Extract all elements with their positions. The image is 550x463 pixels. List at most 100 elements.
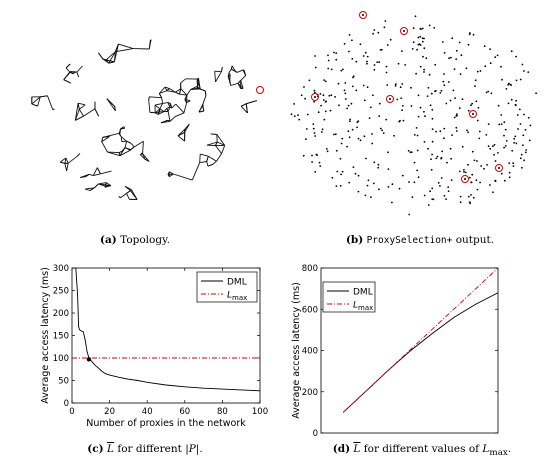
topology-edge (98, 183, 106, 187)
topology-edge (142, 153, 150, 162)
topology-edge (186, 89, 191, 96)
node-point (378, 102, 381, 105)
node-point (400, 97, 403, 99)
node-point (423, 68, 425, 71)
proxy-marker (495, 164, 503, 172)
topology-edge (121, 136, 127, 142)
topology-edge (77, 102, 86, 106)
node-point (325, 148, 328, 150)
node-point (519, 123, 522, 125)
node-point (439, 92, 442, 94)
node-point (443, 194, 446, 197)
topology-edge (31, 103, 38, 107)
topology-edge (159, 103, 164, 110)
node-point (423, 141, 426, 143)
node-point (485, 134, 488, 136)
node-point (459, 201, 462, 204)
node-point (430, 158, 432, 161)
node-point (431, 108, 434, 111)
node-point (470, 104, 472, 107)
node-point (443, 52, 446, 54)
node-point (416, 169, 418, 172)
node-point (411, 196, 414, 199)
topology-edge (148, 39, 152, 50)
node-point (445, 198, 447, 201)
node-point (428, 73, 431, 76)
node-point (431, 117, 434, 120)
node-point (385, 65, 388, 68)
topology-edge (92, 167, 98, 176)
node-point (470, 194, 472, 196)
topology-edge (65, 67, 71, 73)
x-tick-label: 100 (252, 407, 268, 417)
node-point (484, 65, 487, 68)
node-point (442, 80, 445, 83)
node-point (378, 115, 381, 117)
node-point (470, 181, 473, 184)
node-point (416, 48, 418, 51)
node-point (471, 102, 474, 105)
caption-d: (d) L for different values of Lmax. (332, 443, 512, 459)
legend-label: Lmax (227, 291, 247, 303)
node-point (507, 102, 510, 105)
topology-edge (149, 39, 152, 42)
y-tick-label: 200 (302, 388, 318, 398)
node-point (458, 41, 461, 44)
node-point (393, 134, 395, 137)
topology-network-figure (31, 39, 264, 200)
node-point (423, 47, 426, 50)
node-point (510, 50, 513, 53)
legend-box (196, 271, 258, 303)
topology-edge (31, 96, 41, 105)
node-point (427, 86, 430, 89)
node-points (290, 15, 537, 216)
node-point (421, 40, 424, 43)
caption-a: (a) Topology. (100, 234, 170, 246)
topology-edge (183, 102, 188, 113)
x-tick-label: 60 (179, 407, 190, 417)
node-point (493, 153, 495, 156)
node-point (419, 35, 422, 38)
node-point (426, 95, 429, 97)
node-point (304, 97, 306, 100)
node-point (431, 128, 434, 130)
topology-edge (59, 157, 67, 163)
topology-edge (154, 104, 161, 110)
node-point (527, 116, 530, 119)
node-point (337, 82, 340, 85)
topology-edge (173, 173, 193, 181)
topology-edge (198, 78, 201, 89)
caption-c: (c) L for different |P|. (87, 443, 203, 455)
topology-edge (206, 141, 218, 146)
node-point (452, 89, 455, 92)
node-point (319, 165, 322, 167)
topology-edge (76, 65, 83, 73)
node-point (461, 145, 464, 148)
topology-edge (126, 140, 131, 144)
node-point (297, 114, 299, 116)
topology-edge (231, 68, 236, 72)
chart-c: 0 50 100 150 200 250 300 0 20 40 60 80 100 Number of … (40, 264, 268, 429)
topology-edge (235, 70, 238, 73)
node-point (489, 62, 492, 65)
node-point (455, 115, 458, 117)
node-point (398, 120, 401, 123)
topology-edge (227, 76, 231, 80)
node-point (340, 69, 343, 72)
node-point (500, 172, 503, 175)
node-point (451, 37, 454, 40)
node-point (347, 104, 350, 107)
node-point (443, 127, 446, 130)
node-point (339, 185, 342, 187)
node-point (313, 100, 315, 103)
node-point (314, 55, 316, 57)
topology-edge (85, 187, 95, 190)
proxy-marker (256, 86, 264, 94)
node-point (523, 159, 525, 162)
proxy-marker (461, 175, 469, 183)
topology-edge (167, 111, 171, 122)
node-point (349, 120, 351, 123)
node-point (327, 59, 330, 62)
node-point (351, 57, 354, 60)
